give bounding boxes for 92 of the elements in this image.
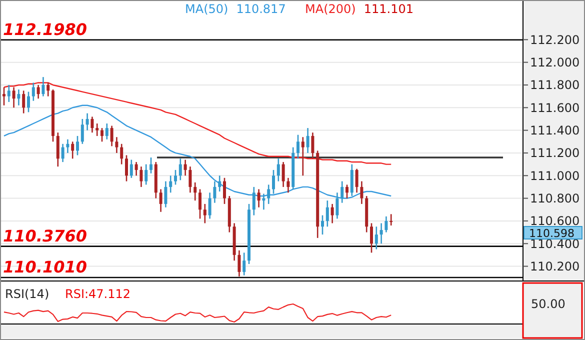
candlestick [188, 166, 192, 194]
candlestick [96, 122, 99, 137]
candlestick [66, 138, 70, 154]
candlestick [218, 174, 222, 192]
candlestick [346, 184, 348, 199]
y-tick-label: 111.600 [530, 100, 580, 115]
ref-line-label: 112.1980 [3, 20, 88, 39]
candlestick [134, 161, 138, 176]
candlestick [286, 177, 290, 194]
y-tick-label: 111.200 [530, 146, 580, 160]
candlestick [2, 86, 6, 106]
y-tick-label: 111.400 [530, 124, 580, 138]
candlestick [242, 252, 246, 276]
chart-title: RSI(14) [5, 287, 50, 301]
candlestick [311, 132, 314, 160]
y-tick-label: 110.600 [530, 214, 580, 228]
candlestick [56, 132, 60, 168]
candlestick [169, 174, 172, 194]
candlestick [105, 122, 108, 140]
candlestick [208, 192, 212, 220]
candlestick [178, 158, 182, 181]
candlestick [100, 127, 104, 142]
candlestick [46, 82, 50, 97]
candlestick [301, 136, 304, 176]
candlestick [336, 192, 339, 220]
candlestick [174, 169, 177, 186]
candlestick [355, 168, 358, 194]
candlestick [326, 200, 329, 228]
candlestick [22, 90, 26, 114]
candlestick [42, 76, 45, 97]
candlestick [76, 135, 79, 156]
candlestick [27, 91, 30, 113]
candlestick [272, 169, 275, 194]
y-tick-label: 111.000 [530, 168, 580, 183]
candlestick [213, 180, 216, 204]
candlestick [306, 127, 310, 154]
candlestick [159, 188, 162, 213]
candlestick [296, 134, 300, 160]
candlestick [374, 226, 378, 250]
candlestick [86, 112, 89, 131]
candlestick [90, 116, 94, 134]
candlestick [12, 86, 16, 108]
candlestick [380, 222, 383, 244]
candlestick [110, 125, 114, 147]
candlestick [360, 180, 364, 205]
candlestick [194, 182, 197, 202]
candlestick [71, 140, 74, 160]
candlestick [164, 180, 168, 208]
text: RSI:47.112 [65, 287, 131, 301]
candlestick [223, 177, 226, 205]
candlestick [32, 82, 35, 102]
line-series [3, 82, 392, 165]
candlestick [257, 188, 260, 208]
annotation: 111.101 [364, 2, 414, 16]
annotation: 110.817 [236, 2, 286, 16]
candlestick [130, 159, 133, 179]
candlestick [252, 186, 256, 216]
candlestick [115, 136, 118, 154]
candlestick [267, 184, 270, 205]
candlestick [61, 143, 64, 163]
candlestick [140, 166, 143, 188]
candlestick [321, 214, 324, 236]
candlestick [144, 164, 148, 186]
candlestick [370, 222, 373, 254]
candlestick [7, 84, 10, 103]
candlestick [125, 154, 128, 182]
candlestick [238, 250, 241, 278]
candlestick [384, 216, 388, 233]
candlestick [276, 158, 280, 182]
candlestick [340, 180, 344, 204]
candlestick [203, 203, 206, 224]
candlestick [80, 118, 84, 145]
text: 50.00 [531, 297, 566, 312]
y-tick-label: 110.200 [530, 259, 580, 274]
text: MA(200) [305, 2, 356, 16]
candlestick [36, 84, 40, 100]
y-tick-label: 111.800 [530, 78, 580, 92]
candlestick [350, 164, 354, 197]
candlestick [17, 88, 20, 106]
y-tick-label: 110.800 [530, 191, 580, 206]
text: MA(50) [185, 2, 228, 16]
candlestick [282, 161, 285, 188]
y-tick-label: 112.000 [530, 56, 580, 70]
candlestick [390, 214, 393, 226]
candlestick [120, 143, 124, 165]
ref-line-label: 110.1010 [3, 257, 88, 276]
y-tick-label: 112.200 [530, 32, 580, 47]
candlestick [184, 159, 187, 176]
ref-line-label: 110.3760 [3, 226, 88, 246]
candlestick [330, 203, 334, 224]
candlestick [198, 188, 202, 220]
candlestick [150, 156, 152, 174]
